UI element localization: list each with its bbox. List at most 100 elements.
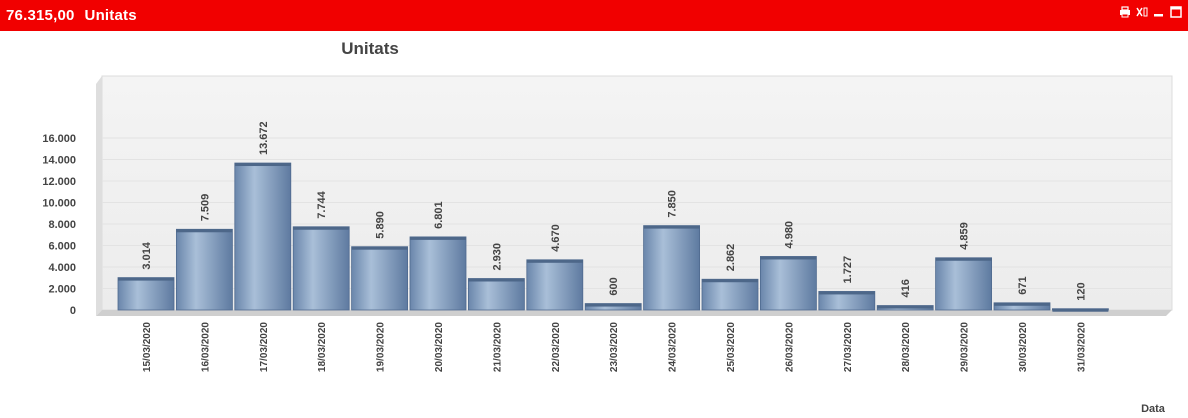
data-label: 671 <box>1017 276 1029 294</box>
data-label: 4.859 <box>959 222 971 250</box>
bar <box>234 162 292 311</box>
maximize-icon[interactable] <box>1170 6 1182 20</box>
bar-top <box>234 163 291 167</box>
bar-group <box>526 259 584 311</box>
bar-group <box>876 305 934 311</box>
x-tick-label: 17/03/2020 <box>259 322 270 372</box>
bar-top <box>585 303 642 307</box>
bar <box>935 257 992 311</box>
bar <box>643 225 700 311</box>
bar-top <box>994 302 1050 306</box>
bar-group <box>818 291 876 311</box>
data-label: 600 <box>608 277 620 295</box>
window-titlebar: 76.315,00 Unitats <box>0 0 1188 31</box>
bar-group <box>760 256 817 311</box>
x-tick-label: 31/03/2020 <box>1076 322 1087 372</box>
x-tick-label: 26/03/2020 <box>784 322 795 372</box>
bar <box>409 236 467 311</box>
bar <box>701 278 759 311</box>
x-tick-label: 30/03/2020 <box>1018 322 1029 372</box>
bar-top <box>1052 308 1109 312</box>
print-icon[interactable] <box>1119 6 1131 20</box>
bar <box>351 246 409 311</box>
bar-group <box>993 302 1051 311</box>
x-tick-label: 24/03/2020 <box>668 322 679 372</box>
data-label: 4.670 <box>550 224 562 252</box>
bar <box>526 259 584 311</box>
bar-group <box>175 228 233 311</box>
y-tick-label: 6.000 <box>48 241 76 253</box>
data-label: 7.744 <box>316 190 328 218</box>
x-axis-label: Data <box>1141 403 1166 415</box>
bar <box>175 228 233 311</box>
minimize-icon[interactable] <box>1153 6 1165 20</box>
x-tick-label: 27/03/2020 <box>843 322 854 372</box>
bar-group <box>584 303 642 311</box>
data-label: 1.727 <box>842 256 854 284</box>
bar-group <box>292 226 350 311</box>
bar-top <box>760 256 817 260</box>
bar-group <box>1052 308 1109 312</box>
x-tick-label: 16/03/2020 <box>200 322 211 372</box>
y-tick-label: 8.000 <box>48 219 76 231</box>
y-tick-label: 16.000 <box>42 133 76 145</box>
chart-title: Unitats <box>341 39 399 58</box>
bar-top <box>351 246 408 250</box>
bar <box>292 226 350 311</box>
x-tick-label: 15/03/2020 <box>142 322 153 372</box>
window-caption: 76.315,00 Unitats <box>0 7 137 24</box>
bar-group <box>409 236 467 311</box>
data-label: 6.801 <box>433 201 445 229</box>
bar-top <box>643 225 700 229</box>
x-tick-label: 23/03/2020 <box>609 322 620 372</box>
bar-group <box>643 225 700 311</box>
data-label: 2.862 <box>725 244 737 272</box>
y-tick-label: 10.000 <box>42 198 76 210</box>
x-tick-label: 28/03/2020 <box>901 322 912 372</box>
bar-top <box>526 259 583 263</box>
bar-group <box>467 278 525 311</box>
x-tick-label: 22/03/2020 <box>551 322 562 372</box>
bar-top <box>468 278 525 282</box>
bar-top <box>877 305 934 309</box>
bar-top <box>176 229 233 233</box>
bar-top <box>118 277 174 281</box>
x-tick-label: 29/03/2020 <box>960 322 971 372</box>
y-tick-label: 12.000 <box>42 176 76 188</box>
bar <box>467 278 525 311</box>
bar <box>117 277 175 311</box>
data-label: 416 <box>900 279 912 297</box>
x-tick-label: 21/03/2020 <box>492 322 503 372</box>
x-tick-label: 25/03/2020 <box>726 322 737 372</box>
window-controls <box>1119 6 1182 20</box>
total-value: 76.315,00 <box>6 7 75 24</box>
data-label: 2.930 <box>491 243 503 271</box>
bar-top <box>935 257 992 261</box>
bar-top <box>293 226 350 230</box>
data-label: 7.509 <box>199 194 211 222</box>
excel-icon[interactable] <box>1136 6 1148 20</box>
x-tick-label: 18/03/2020 <box>317 322 328 372</box>
bar-top <box>818 291 875 295</box>
x-tick-label: 19/03/2020 <box>376 322 387 372</box>
bar-group <box>117 277 175 311</box>
bar-group <box>351 246 409 311</box>
y-tick-label: 0 <box>70 305 76 317</box>
data-label: 7.850 <box>667 190 679 218</box>
y-tick-label: 14.000 <box>42 155 76 167</box>
data-label: 13.672 <box>258 121 270 155</box>
data-label: 3.014 <box>141 241 153 269</box>
bar <box>760 256 817 311</box>
data-label: 5.890 <box>375 211 387 239</box>
y-tick-label: 4.000 <box>48 262 76 274</box>
measure-label: Unitats <box>84 7 137 24</box>
plot-floor <box>96 310 1172 316</box>
bar-top <box>410 236 466 240</box>
bar-group <box>234 162 292 311</box>
bar-group <box>701 278 759 311</box>
bar-top <box>702 279 758 283</box>
bar-group <box>935 257 992 311</box>
data-label: 120 <box>1075 282 1087 300</box>
data-label: 4.980 <box>783 221 795 249</box>
plot-left-wall <box>96 76 102 316</box>
